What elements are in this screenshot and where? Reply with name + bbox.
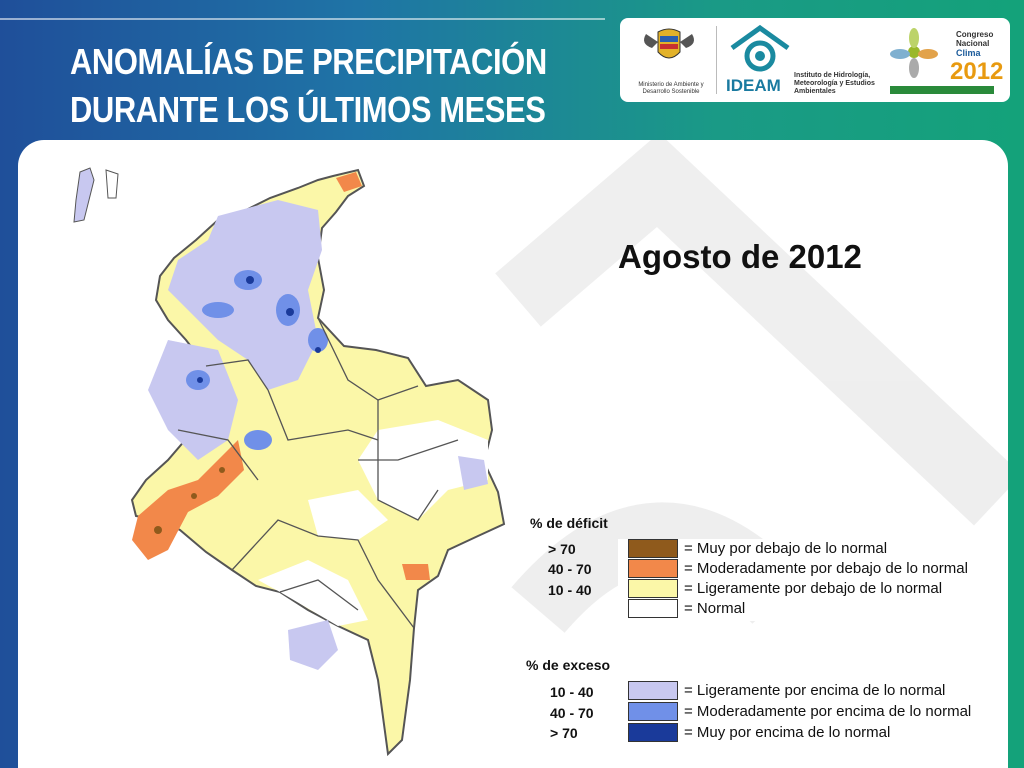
ideam-full-name: Instituto de Hidrología, Meteorología y …	[794, 72, 875, 95]
excess-moderate-spots	[186, 270, 328, 450]
excess-range-1: 10 - 40	[550, 684, 594, 700]
ministry-text: Ministerio de Ambiente y Desarrollo Sost…	[638, 82, 704, 95]
label-moderado-encima: = Moderadamente por encima de lo normal	[684, 703, 972, 720]
normal-region-central	[308, 490, 388, 540]
department-boundaries	[177, 317, 459, 629]
colombia-shield-logo	[644, 28, 694, 59]
precipitation-map	[73, 140, 1008, 757]
congress-line3: Clima	[956, 48, 981, 58]
label-ligero-encima: = Ligeramente por encima de lo normal	[684, 682, 946, 699]
excess-range-3: > 70	[550, 725, 578, 741]
deficit-range-3: 10 - 40	[548, 582, 592, 598]
legend-row-moderado-encima: = Moderadamente por encima de lo normal	[618, 702, 1008, 722]
congress-line2: Nacional	[956, 39, 990, 48]
label-muy-encima: = Muy por encima de lo normal	[684, 724, 891, 741]
slide-title: ANOMALÍAS DE PRECIPITACIÓN DURANTE LOS Ú…	[70, 38, 547, 134]
excess-light-caribbean	[168, 200, 322, 390]
congress-line1: Congreso	[956, 30, 994, 39]
normal-region-east	[358, 420, 488, 520]
logo-divider	[716, 26, 717, 94]
deficit-legend-title: % de déficit	[530, 515, 608, 531]
excess-strong-spots	[197, 276, 321, 383]
ideam-name: IDEAM	[726, 76, 781, 95]
swatch-muy-encima	[628, 723, 678, 742]
legend-row-ligero-debajo: = Ligeramente por debajo de lo normal	[618, 579, 1008, 599]
logo-strip: Ministerio de Ambiente y Desarrollo Sost…	[620, 18, 1010, 102]
swatch-ligero-encima	[628, 681, 678, 700]
deficit-range-1: > 70	[548, 541, 576, 557]
normal-region-south	[258, 560, 368, 626]
content-panel: Agosto de 2012 % de déficit > 70 40 - 70…	[18, 140, 1008, 768]
header-rule	[0, 18, 605, 20]
title-line-2: DURANTE LOS ÚLTIMOS MESES	[70, 89, 546, 130]
excess-light-east	[458, 456, 488, 490]
excess-range-2: 40 - 70	[550, 705, 594, 721]
providencia-island	[105, 169, 119, 199]
excess-legend: = Ligeramente por encima de lo normal = …	[618, 681, 1008, 745]
congress-banner	[890, 86, 994, 94]
san-andres-island	[73, 167, 95, 223]
swatch-normal	[628, 599, 678, 618]
deficit-strong-spots	[154, 467, 225, 534]
congress-flower-icon	[890, 28, 938, 78]
swatch-ligero-debajo	[628, 579, 678, 598]
deficit-moderate-east	[402, 564, 430, 580]
swatch-moderado-encima	[628, 702, 678, 721]
label-normal: = Normal	[684, 600, 746, 617]
excess-light-amazon	[288, 620, 338, 670]
label-muy-debajo: = Muy por debajo de lo normal	[684, 540, 888, 557]
legend-row-muy-debajo: = Muy por debajo de lo normal	[618, 539, 1008, 559]
excess-light-west	[148, 340, 238, 460]
excess-legend-title: % de exceso	[526, 657, 611, 673]
label-ligero-debajo: = Ligeramente por debajo de lo normal	[684, 580, 943, 597]
label-moderado-debajo: = Moderadamente por debajo de lo normal	[684, 560, 968, 577]
swatch-muy-debajo	[628, 539, 678, 558]
deficit-range-2: 40 - 70	[548, 561, 592, 577]
congress-year: 2012	[950, 58, 1004, 85]
legend-row-ligero-encima: = Ligeramente por encima de lo normal	[618, 681, 1008, 701]
swatch-moderado-debajo	[628, 559, 678, 578]
title-line-1: ANOMALÍAS DE PRECIPITACIÓN	[70, 41, 547, 82]
ideam-eye-icon	[730, 24, 790, 72]
deficit-legend: = Muy por debajo de lo normal = Moderada…	[618, 539, 1008, 621]
legend-row-muy-encima: = Muy por encima de lo normal	[618, 723, 1008, 743]
deficit-moderate-guajira	[336, 172, 362, 192]
legend-row-normal: = Normal	[618, 599, 1008, 619]
legend-row-moderado-debajo: = Moderadamente por debajo de lo normal	[618, 559, 1008, 579]
map-period: Agosto de 2012	[618, 238, 862, 275]
